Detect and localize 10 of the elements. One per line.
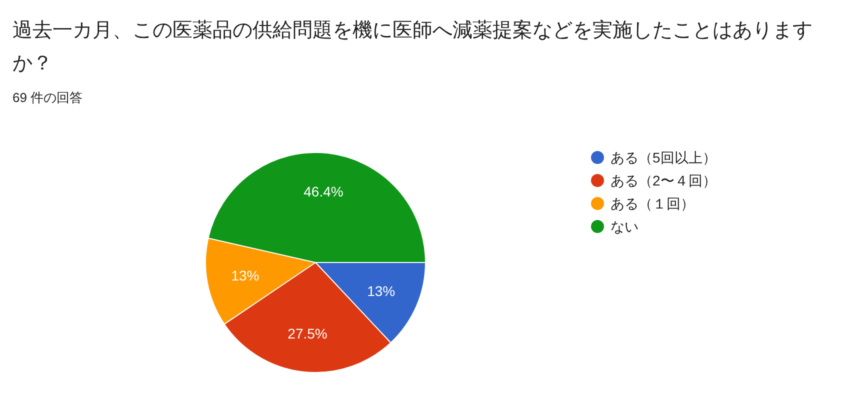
legend-label: ない (610, 218, 638, 234)
legend-label: ある（5回以上） (610, 150, 716, 166)
data-label: 27.5% (288, 326, 328, 342)
chart-title: 過去一カ月、この医薬品の供給問題を機に医師へ減薬提案などを実施したことはありますか？ (12, 18, 812, 74)
data-label: 13% (231, 268, 260, 284)
data-label: 46.4% (304, 183, 344, 200)
legend-label: ある（2〜４回） (610, 172, 716, 188)
data-label: 13% (367, 282, 396, 299)
legend-label: ある（１回） (610, 196, 694, 212)
text: 69 件の回答 (12, 90, 83, 105)
